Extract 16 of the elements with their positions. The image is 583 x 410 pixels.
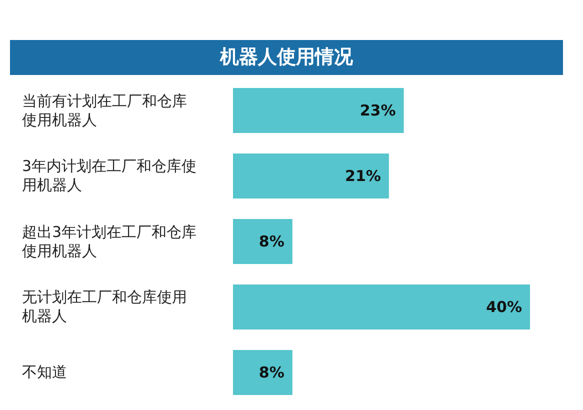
data-label: 40% bbox=[486, 298, 522, 316]
y-tick-label: 超出3年计划在工厂和仓库使用机器人 bbox=[22, 222, 197, 260]
bar bbox=[233, 284, 530, 330]
bar bbox=[233, 350, 292, 395]
bar bbox=[233, 154, 389, 198]
chart-title: 机器人使用情况 bbox=[10, 40, 563, 75]
bar bbox=[233, 219, 292, 264]
y-tick-label: 无计划在工厂和仓库使用机器人 bbox=[22, 288, 188, 326]
data-label: 23% bbox=[360, 102, 396, 120]
y-tick-label: 不知道 bbox=[22, 363, 67, 382]
data-label: 8% bbox=[258, 364, 284, 382]
y-tick-label: 当前有计划在工厂和仓库使用机器人 bbox=[22, 92, 188, 130]
y-tick-label: 3年内计划在工厂和仓库使用机器人 bbox=[22, 157, 197, 195]
data-label: 21% bbox=[345, 167, 381, 185]
data-label: 8% bbox=[258, 232, 284, 250]
bar bbox=[233, 88, 404, 133]
